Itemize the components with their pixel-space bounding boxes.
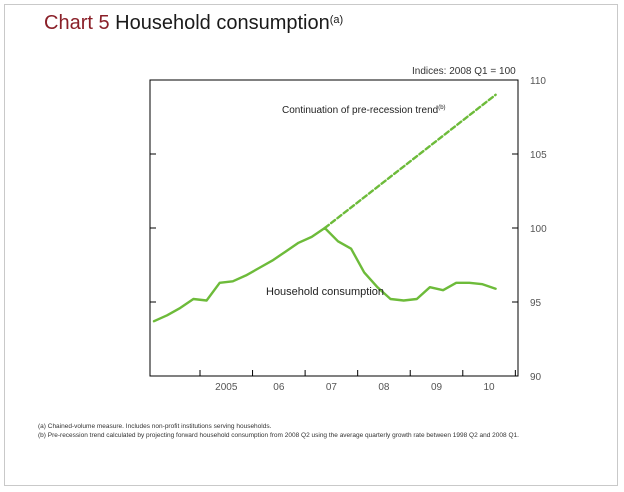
chart-frame [4,4,618,486]
x-tick-label: 06 [273,382,285,393]
trend-series-label: Continuation of pre-recession trend(b) [282,105,446,116]
chart-title-text: Household consumption [115,12,330,34]
chart-title-label: Chart 5 [44,12,110,34]
y-tick-label: 105 [530,150,547,161]
footnotes: (a) Chained-volume measure. Includes non… [38,422,598,440]
x-tick-label: 07 [326,382,338,393]
footnote-a: (a) Chained-volume measure. Includes non… [38,423,272,430]
chart-title-superscript: (a) [329,14,344,26]
x-tick-label: 2005 [215,382,238,393]
y-tick-label: 95 [530,298,542,309]
x-tick-label: 09 [431,382,443,393]
trend-line [323,93,497,230]
y-tick-label: 90 [530,372,542,383]
y-tick-label: 110 [530,76,546,87]
trend-series-superscript: (b) [438,105,445,111]
y-tick-label: 100 [530,224,547,235]
consumption-line [152,226,497,323]
x-tick-label: 10 [484,382,496,393]
consumption-series-label: Household consumption [266,286,384,298]
units-label: Indices: 2008 Q1 = 100 [412,66,516,77]
plot-area [149,79,519,377]
footnote-b: (b) Pre-recession trend calculated by pr… [38,432,519,439]
x-tick-label: 08 [378,382,390,393]
chart-title: Chart 5 Household consumption(a) [44,12,343,35]
